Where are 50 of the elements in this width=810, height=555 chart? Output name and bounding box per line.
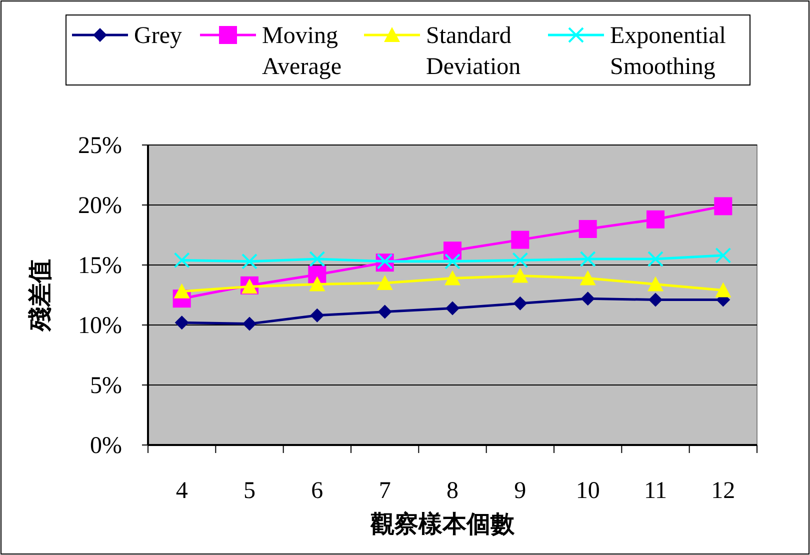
y-tick-label: 25%	[78, 133, 122, 159]
y-tick-label: 10%	[78, 313, 122, 339]
point	[444, 253, 460, 270]
point	[512, 252, 528, 268]
point	[376, 275, 393, 290]
x-tick-label: 6	[311, 478, 324, 504]
y-tick-label: 0%	[90, 433, 122, 459]
point	[715, 282, 732, 298]
point	[174, 316, 189, 330]
x-tick-label: 11	[644, 478, 668, 504]
point	[444, 242, 462, 260]
point	[513, 296, 528, 310]
x-tick-label: 7	[378, 478, 391, 504]
x-tick-label: 9	[514, 478, 526, 504]
point	[646, 210, 664, 228]
legend-label: Grey	[134, 23, 182, 49]
point	[378, 304, 392, 319]
point	[715, 247, 732, 264]
point	[580, 270, 596, 286]
point	[648, 251, 664, 267]
x-tick-label: 4	[176, 478, 188, 504]
x-axis-title: 觀察樣本個數	[370, 511, 516, 538]
point	[174, 283, 190, 298]
x-tick-label: 10	[576, 478, 600, 504]
legend-label: Moving Average	[262, 23, 342, 80]
x-tick-label: 5	[244, 478, 256, 504]
point	[648, 276, 664, 292]
point	[310, 308, 324, 322]
y-tick-label: 5%	[90, 373, 122, 399]
point	[714, 197, 732, 216]
legend-label: Exponential Smoothing	[610, 23, 726, 80]
point	[511, 230, 530, 249]
legend-label: Standard Deviation	[426, 23, 521, 80]
point	[446, 301, 460, 316]
point	[648, 292, 662, 307]
point	[580, 251, 596, 267]
point	[242, 316, 256, 331]
point	[444, 270, 460, 286]
y-axis-title: 殘差值	[27, 259, 54, 332]
point	[174, 252, 190, 268]
point	[512, 268, 528, 283]
x-tick-label: 12	[711, 478, 736, 504]
point	[580, 292, 595, 306]
point	[242, 253, 258, 270]
x-tick-label: 8	[446, 478, 458, 504]
y-tick-label: 20%	[78, 193, 122, 219]
point	[309, 276, 326, 292]
y-tick-label: 15%	[78, 253, 122, 279]
point	[309, 251, 326, 267]
point	[578, 220, 597, 238]
